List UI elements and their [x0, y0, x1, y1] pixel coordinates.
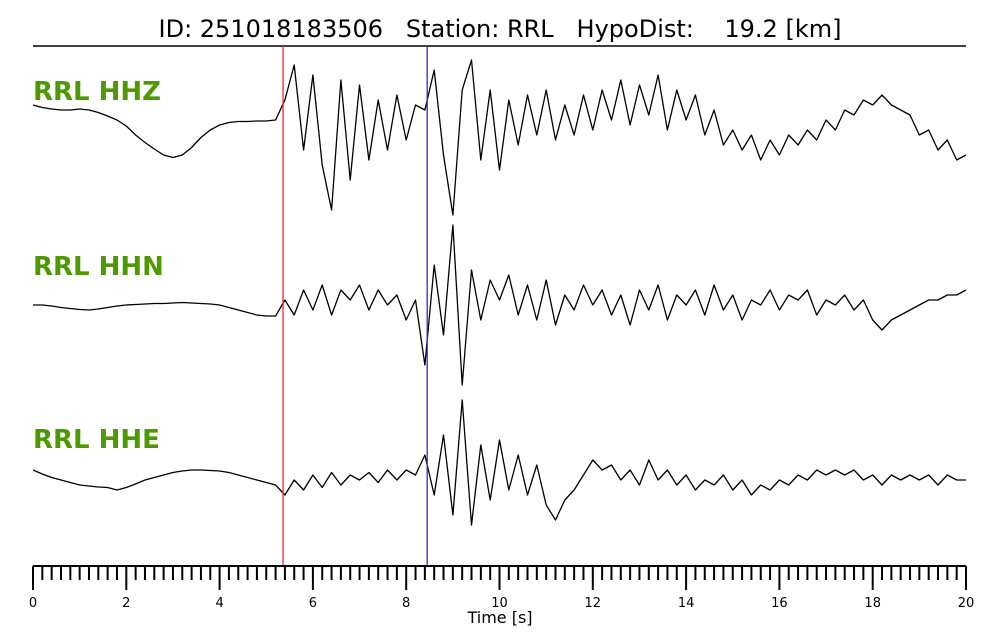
x-tick-label: 10	[491, 596, 508, 611]
trace-hhz	[32, 59, 967, 216]
x-tick-label: 0	[29, 596, 37, 611]
x-tick-label: 8	[402, 596, 410, 611]
channel-label: RRL HHE	[33, 425, 160, 455]
channel-label: RRL HHZ	[33, 77, 161, 107]
x-tick-label: 20	[958, 596, 975, 611]
x-tick-label: 2	[122, 596, 130, 611]
x-tick-label: 18	[864, 596, 881, 611]
channel-label: RRL HHN	[33, 252, 164, 282]
chart-title: ID: 251018183506 Station: RRL HypoDist: …	[159, 15, 842, 43]
x-tick-label: 16	[771, 596, 788, 611]
phase-markers	[282, 46, 428, 566]
x-tick-label: 14	[678, 596, 695, 611]
x-axis-label: Time [s]	[466, 608, 532, 627]
x-tick-label: 4	[215, 596, 223, 611]
trace-hhe	[32, 399, 966, 526]
x-tick-label: 6	[309, 596, 317, 611]
traces: RRL HHZ RRL HHN RRL HHE	[32, 59, 967, 526]
x-axis: 0 2 4 6 8 10 12 14 16 18 20	[29, 565, 975, 611]
trace-hhn	[33, 224, 967, 386]
x-tick-label: 12	[585, 596, 602, 611]
